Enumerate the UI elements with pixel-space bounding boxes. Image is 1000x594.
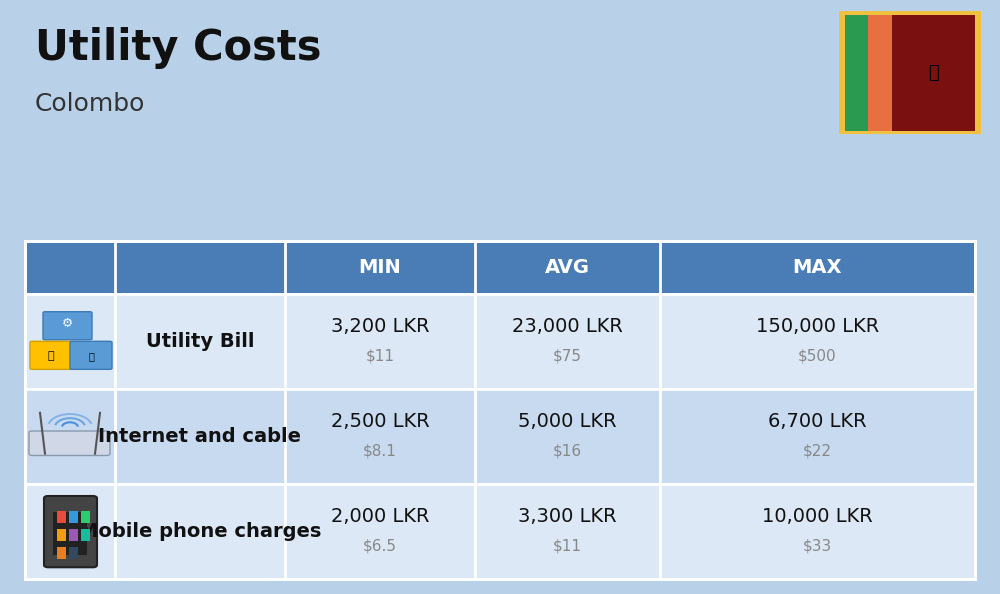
- FancyBboxPatch shape: [29, 431, 110, 456]
- Bar: [25, 294, 975, 389]
- Text: 3,200 LKR: 3,200 LKR: [331, 317, 429, 336]
- FancyBboxPatch shape: [839, 11, 981, 134]
- Text: 2,000 LKR: 2,000 LKR: [331, 507, 429, 526]
- Text: Internet and cable: Internet and cable: [98, 427, 302, 446]
- Bar: [57, 511, 66, 523]
- Text: $75: $75: [553, 349, 582, 364]
- Text: 🦁: 🦁: [928, 64, 939, 82]
- Text: 💧: 💧: [88, 351, 94, 361]
- Bar: [845, 15, 868, 131]
- Text: $11: $11: [553, 539, 582, 554]
- Text: $22: $22: [803, 444, 832, 459]
- FancyBboxPatch shape: [43, 312, 92, 340]
- Text: Colombo: Colombo: [35, 92, 145, 116]
- Bar: [25, 484, 975, 579]
- Text: Utility Bill: Utility Bill: [146, 332, 254, 351]
- Text: 3,300 LKR: 3,300 LKR: [518, 507, 617, 526]
- Text: $500: $500: [798, 349, 837, 364]
- Text: $8.1: $8.1: [363, 444, 397, 459]
- Text: 5,000 LKR: 5,000 LKR: [518, 412, 617, 431]
- Bar: [81, 511, 90, 523]
- Bar: [53, 511, 87, 555]
- FancyBboxPatch shape: [30, 342, 72, 369]
- Text: $6.5: $6.5: [363, 539, 397, 554]
- Bar: [25, 241, 975, 294]
- Bar: [57, 547, 66, 559]
- Bar: [81, 529, 90, 541]
- Text: 6,700 LKR: 6,700 LKR: [768, 412, 867, 431]
- Text: $33: $33: [803, 539, 832, 554]
- Text: 2,500 LKR: 2,500 LKR: [331, 412, 429, 431]
- Bar: [69, 511, 78, 523]
- Text: AVG: AVG: [545, 258, 590, 277]
- Bar: [892, 15, 975, 131]
- Bar: [25, 389, 975, 484]
- Bar: [69, 529, 78, 541]
- Bar: [69, 547, 78, 559]
- Bar: [868, 15, 892, 131]
- Text: 23,000 LKR: 23,000 LKR: [512, 317, 623, 336]
- Text: $16: $16: [553, 444, 582, 459]
- Text: Mobile phone charges: Mobile phone charges: [79, 522, 321, 541]
- FancyBboxPatch shape: [70, 342, 112, 369]
- Text: 🔌: 🔌: [48, 351, 54, 361]
- Text: Utility Costs: Utility Costs: [35, 27, 322, 69]
- Text: 150,000 LKR: 150,000 LKR: [756, 317, 879, 336]
- Text: ⚙: ⚙: [61, 317, 73, 330]
- Text: $11: $11: [366, 349, 394, 364]
- Text: 10,000 LKR: 10,000 LKR: [762, 507, 873, 526]
- FancyBboxPatch shape: [44, 496, 97, 567]
- Text: MAX: MAX: [793, 258, 842, 277]
- Bar: [57, 529, 66, 541]
- Text: MIN: MIN: [359, 258, 401, 277]
